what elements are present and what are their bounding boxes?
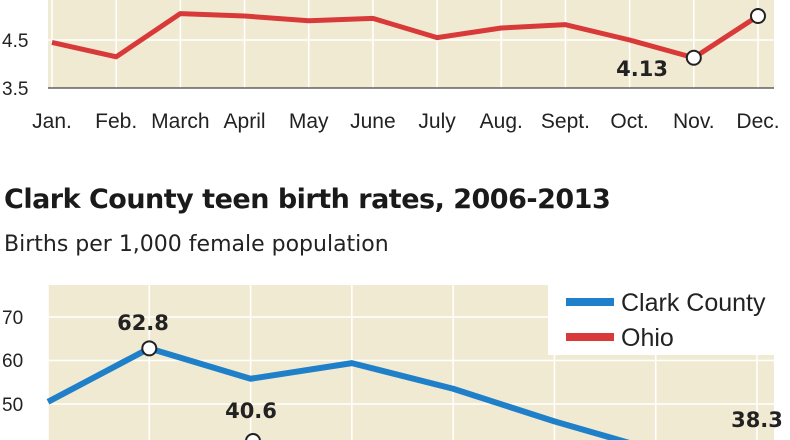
bottom-data-point-marker: [141, 340, 158, 357]
bottom-ytick-label: 50: [2, 395, 23, 416]
legend: Clark County Ohio: [548, 283, 788, 355]
bottom-series-line-clark-county: [46, 345, 630, 440]
top-xtick-label: May: [289, 110, 329, 133]
top-xtick-label: Dec.: [736, 110, 779, 133]
top-xtick-label: March: [151, 110, 209, 133]
legend-background: [548, 283, 788, 355]
legend-label-clark-county: Clark County: [621, 289, 766, 317]
top-data-point-marker: [685, 49, 702, 66]
top-xtick-label: July: [418, 110, 456, 133]
top-ytick-label: 4.5: [2, 31, 28, 52]
top-chart: 4.5 3.5 Jan. Feb. March April May June July Aug…: [2, 0, 780, 133]
top-xtick-label: Sept.: [541, 110, 590, 133]
chart-subtitle: Births per 1,000 female population: [4, 232, 389, 257]
bottom-data-point-marker: [245, 433, 261, 440]
top-data-point-marker: [750, 8, 766, 24]
top-xtick-label: Aug.: [480, 110, 523, 133]
top-xtick-label: June: [350, 110, 396, 133]
top-xtick-label: Nov.: [673, 110, 715, 133]
bottom-ytick-label: 70: [2, 308, 23, 329]
chart-title: Clark County teen birth rates, 2006-2013: [4, 184, 611, 215]
top-xtick-label: Jan.: [32, 110, 72, 133]
top-ytick-label: 3.5: [2, 79, 28, 100]
bottom-data-label-2013: 38.3: [731, 408, 783, 432]
bottom-data-label-2008: 40.6: [225, 399, 277, 423]
bottom-data-label-2007: 62.8: [117, 311, 169, 335]
top-data-label-nov: 4.13: [616, 57, 668, 81]
bottom-ytick-label: 60: [2, 351, 23, 372]
bottom-ytick-label: 40: [2, 438, 23, 440]
top-xtick-label: Oct.: [610, 110, 649, 133]
top-xtick-label: April: [224, 110, 266, 133]
legend-label-ohio: Ohio: [621, 324, 674, 352]
top-xtick-label: Feb.: [95, 110, 137, 133]
top-series-line: [51, 11, 760, 61]
